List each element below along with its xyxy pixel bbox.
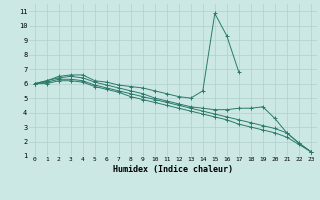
X-axis label: Humidex (Indice chaleur): Humidex (Indice chaleur) xyxy=(113,165,233,174)
